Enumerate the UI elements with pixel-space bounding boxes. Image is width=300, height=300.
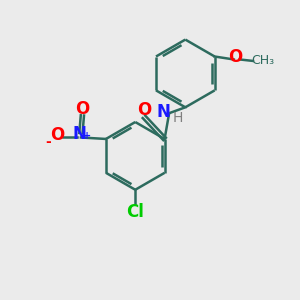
Text: N: N xyxy=(157,103,171,121)
Text: -: - xyxy=(46,135,51,149)
Text: +: + xyxy=(83,131,92,141)
Text: CH₃: CH₃ xyxy=(252,54,275,68)
Text: N: N xyxy=(73,125,86,143)
Text: O: O xyxy=(75,100,89,118)
Text: O: O xyxy=(50,126,64,144)
Text: H: H xyxy=(172,111,183,124)
Text: Cl: Cl xyxy=(126,203,144,221)
Text: O: O xyxy=(228,48,242,66)
Text: O: O xyxy=(137,101,151,119)
